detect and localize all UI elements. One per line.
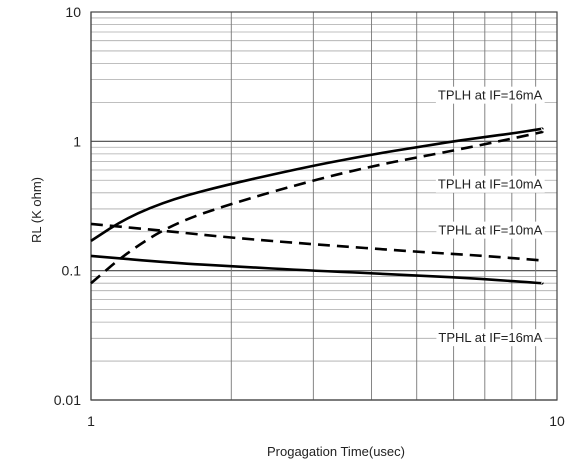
annotations-group: TPLH at IF=16mA TPLH at IF=10mA TPHL at IF…: [435, 86, 545, 347]
series-line: [90, 127, 544, 242]
series-annotation: TPHL at IF=16mA: [438, 330, 542, 345]
series-annotation: TPHL at IF=10mA: [438, 223, 542, 238]
y-tick-label: 1: [73, 133, 81, 149]
tick-labels: 10 1 0.1 0.01 1 10: [54, 4, 565, 429]
series-annotation: TPLH at IF=10mA: [438, 177, 543, 192]
annotation-backing: [435, 86, 545, 104]
annotation-backing: [436, 329, 545, 347]
y-tick-label: 0.1: [62, 263, 82, 279]
y-axis-label: RL (K ohm): [29, 177, 44, 243]
series-line: [90, 130, 544, 285]
x-axis-label: Progagation Time(usec): [267, 444, 405, 459]
x-tick-label: 10: [549, 413, 565, 429]
x-tick-label: 1: [87, 413, 95, 429]
y-tick-label: 0.01: [54, 392, 81, 408]
annotation-backing: [436, 221, 545, 239]
series-line: [90, 254, 544, 285]
plot-frame: [90, 11, 558, 401]
y-tick-label: 10: [65, 4, 81, 20]
series-group: [90, 127, 544, 285]
annotation-backing: [435, 175, 545, 193]
series-annotation: TPLH at IF=16mA: [438, 88, 543, 103]
